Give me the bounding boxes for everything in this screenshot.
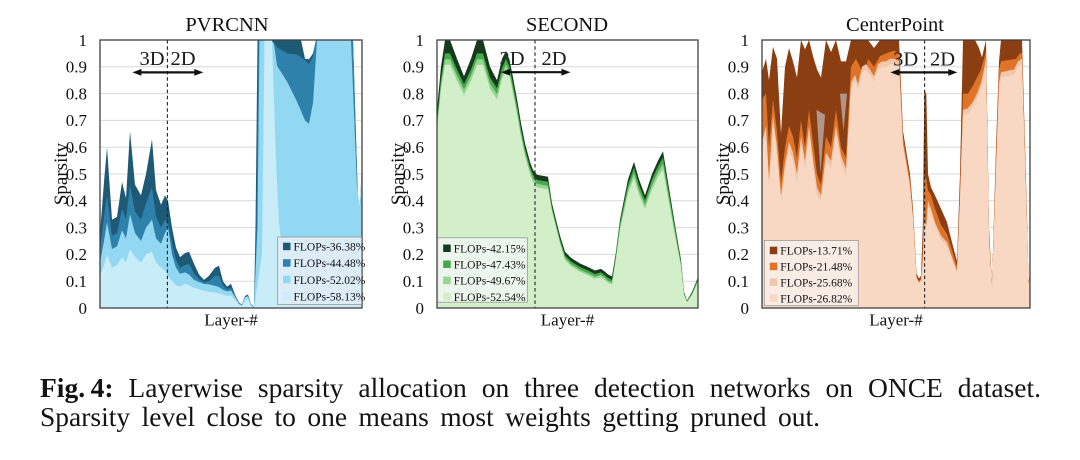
svg-text:2D: 2D [930,49,955,71]
svg-text:0.4: 0.4 [403,192,425,211]
svg-text:FLOPs-52.02%: FLOPs-52.02% [294,275,366,287]
svg-text:0.6: 0.6 [66,138,87,157]
svg-text:0.5: 0.5 [66,165,87,184]
svg-text:FLOPs-25.68%: FLOPs-25.68% [780,277,852,289]
svg-text:FLOPs-42.15%: FLOPs-42.15% [454,244,526,256]
svg-text:1: 1 [741,31,750,50]
svg-text:Sparsity: Sparsity [388,142,409,205]
svg-text:0.7: 0.7 [403,111,425,130]
svg-text:0.1: 0.1 [728,272,749,291]
svg-text:1: 1 [416,31,425,50]
svg-text:FLOPs-58.13%: FLOPs-58.13% [294,291,366,303]
svg-text:2D: 2D [541,48,566,70]
svg-text:Layer-#: Layer-# [541,311,595,330]
svg-text:FLOPs-13.71%: FLOPs-13.71% [780,246,852,258]
svg-text:CenterPoint: CenterPoint [846,14,944,36]
svg-text:FLOPs-52.54%: FLOPs-52.54% [454,292,526,304]
svg-text:FLOPs-26.82%: FLOPs-26.82% [780,293,852,305]
svg-text:3D: 3D [139,48,164,70]
svg-text:0.9: 0.9 [66,58,87,77]
svg-text:3D: 3D [893,49,918,71]
svg-text:FLOPs-44.48%: FLOPs-44.48% [294,258,366,270]
svg-text:0: 0 [79,299,88,318]
svg-text:Layer-#: Layer-# [204,311,258,330]
svg-text:0.3: 0.3 [728,218,749,237]
svg-text:FLOPs-49.67%: FLOPs-49.67% [454,276,526,288]
svg-text:Layer-#: Layer-# [869,311,923,330]
svg-text:SECOND: SECOND [526,14,608,36]
svg-text:0.8: 0.8 [728,84,749,103]
svg-text:0.3: 0.3 [403,218,424,237]
svg-text:PVRCNN: PVRCNN [185,14,268,36]
svg-text:0.1: 0.1 [66,272,87,291]
svg-text:0.1: 0.1 [403,272,424,291]
svg-text:0.4: 0.4 [66,192,88,211]
svg-text:0.4: 0.4 [728,192,750,211]
svg-text:FLOPs-36.38%: FLOPs-36.38% [294,242,366,254]
svg-text:2D: 2D [170,48,195,70]
svg-text:0.3: 0.3 [66,218,87,237]
svg-text:0.2: 0.2 [403,245,424,264]
svg-text:FLOPs-47.43%: FLOPs-47.43% [454,260,526,272]
svg-text:Sparsity: Sparsity [51,142,72,205]
svg-text:0.7: 0.7 [66,111,88,130]
svg-text:1: 1 [79,31,88,50]
svg-text:0.6: 0.6 [403,138,424,157]
svg-text:0.8: 0.8 [66,84,87,103]
svg-text:0.2: 0.2 [66,245,87,264]
svg-text:0.2: 0.2 [728,245,749,264]
svg-text:0.8: 0.8 [403,84,424,103]
svg-text:Sparsity: Sparsity [713,142,734,205]
svg-text:0.6: 0.6 [728,138,749,157]
svg-text:0: 0 [741,299,750,318]
svg-text:0.9: 0.9 [403,58,424,77]
svg-text:0.7: 0.7 [728,111,750,130]
svg-text:FLOPs-21.48%: FLOPs-21.48% [780,262,852,274]
svg-text:0.5: 0.5 [728,165,749,184]
svg-text:0.5: 0.5 [403,165,424,184]
svg-text:0.9: 0.9 [728,58,749,77]
svg-text:0: 0 [416,299,425,318]
